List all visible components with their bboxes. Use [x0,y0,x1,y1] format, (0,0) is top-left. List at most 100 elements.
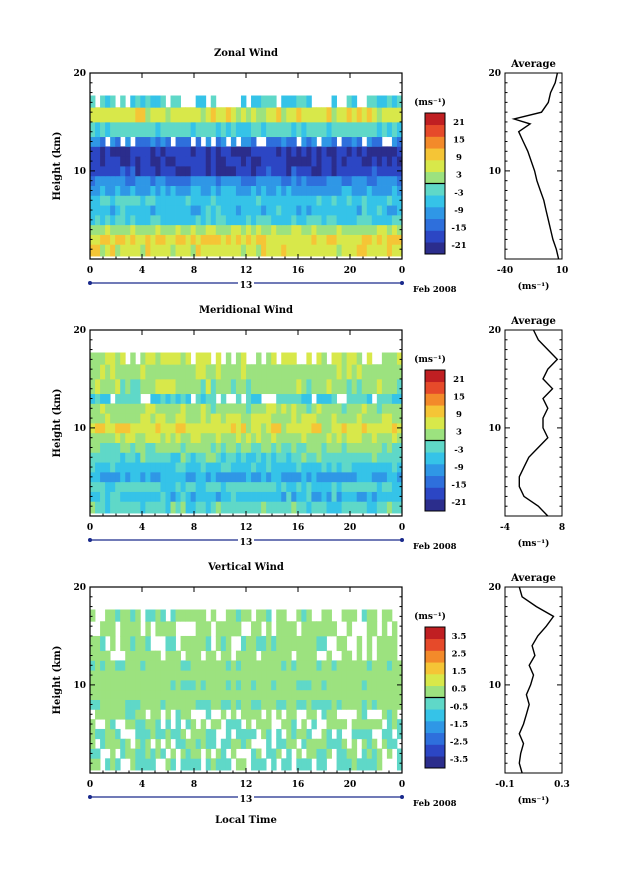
heatmap-cell [90,234,96,245]
heatmap-cell [125,121,131,138]
heatmap-cell [205,481,212,492]
heatmap-cell [276,156,282,167]
heatmap-cell [286,175,292,186]
date-line-end [88,281,92,285]
heatmap-cell [311,481,317,492]
heatmap-cell [316,234,322,245]
heatmap-cell [200,244,207,257]
heatmap-cell [240,413,247,424]
colorbar-swatch [425,464,445,477]
colorbar-tick-label: -21 [451,241,466,251]
heatmap-cell [130,689,136,700]
heatmap-cell [311,156,317,167]
heatmap-cell [95,670,101,681]
colorbar-swatch [425,744,445,757]
heatmap-cell [185,393,192,404]
heatmap-cell [286,205,292,216]
heatmap-cell [220,205,227,216]
heatmap-cell [286,244,292,257]
heatmap-cell [321,107,327,123]
heatmap-cell [110,224,116,235]
heatmap-cell [225,423,232,434]
heatmap-cell [246,452,252,463]
colorbar-tick-label: -1.5 [450,720,468,730]
heatmap-cell [190,452,197,463]
heatmap-cell [170,214,176,226]
heatmap-cell [205,660,212,671]
heatmap-cell [286,224,292,235]
heatmap-cell [331,432,337,443]
heatmap-cell [155,364,161,380]
month-label: Feb 2008 [413,542,457,552]
heatmap-cell [391,689,398,700]
heatmap-cell [205,121,212,138]
heatmap-cell [165,501,171,514]
heatmap-cell [180,205,187,216]
heatmap-cell [326,378,332,395]
heatmap-cell [200,719,207,730]
heatmap-cell [195,501,202,514]
x-tick-label: 8 [191,780,197,790]
heatmap-cell [336,471,343,483]
heatmap-cell [356,156,363,167]
heatmap-cell [261,214,267,226]
heatmap-cell [296,481,302,492]
heatmap-cell [376,166,383,177]
heatmap-cell [366,175,373,186]
heatmap-cell [266,107,272,123]
heatmap-cell [361,403,368,414]
heatmap-cell [205,758,212,771]
heatmap-cell [220,680,227,691]
heatmap-cell [160,660,166,671]
heatmap-cell [321,146,327,157]
heatmap-cell [180,491,187,502]
heatmap-cell [195,136,202,147]
heatmap-cell [140,481,146,492]
heatmap-cell [235,423,242,434]
heatmap-cell [170,501,176,514]
heatmap-cell [155,195,161,206]
heatmap-cell [225,670,232,681]
heatmap-cell [281,660,287,671]
heatmap-cell [251,728,257,740]
heatmap-cell [185,403,192,414]
heatmap-cell [326,156,332,167]
heatmap-cell [301,609,307,622]
heatmap-cell [306,234,312,245]
heatmap-cell [376,107,383,123]
heatmap-cell [286,758,292,771]
heatmap-cell [281,452,287,463]
heatmap-cell [220,185,227,196]
heatmap-cell [386,378,393,395]
heatmap-cell [135,234,141,245]
heatmap-cell [95,728,101,740]
heatmap-cell [120,234,126,245]
heatmap-cell [391,175,398,186]
heatmap-cell [160,175,166,186]
heatmap-cell [386,689,393,700]
heatmap-cell [185,491,192,502]
heatmap-cell [371,413,378,424]
heatmap-cell [130,719,136,730]
heatmap-cell [391,491,398,502]
heatmap-cell [316,423,322,434]
colorbar-tick-label: 15 [453,392,465,402]
heatmap-cell [381,491,388,502]
heatmap-cell [361,689,368,700]
heatmap-cell [316,244,322,257]
heatmap-cell [276,413,282,424]
heatmap-cell [286,728,292,740]
heatmap-cell [180,403,187,414]
heatmap-cell [331,95,337,108]
heatmap-cell [115,121,121,138]
heatmap-cell [266,635,272,652]
heatmap-cell [200,195,207,206]
heatmap-cell [210,403,217,414]
heatmap-cell [225,166,232,177]
heatmap-cell [225,403,232,414]
heatmap-cell [135,442,141,453]
heatmap-cell [120,748,126,759]
heatmap-cell [276,195,282,206]
heatmap-cell [115,452,121,463]
average-profile-line [518,586,555,774]
